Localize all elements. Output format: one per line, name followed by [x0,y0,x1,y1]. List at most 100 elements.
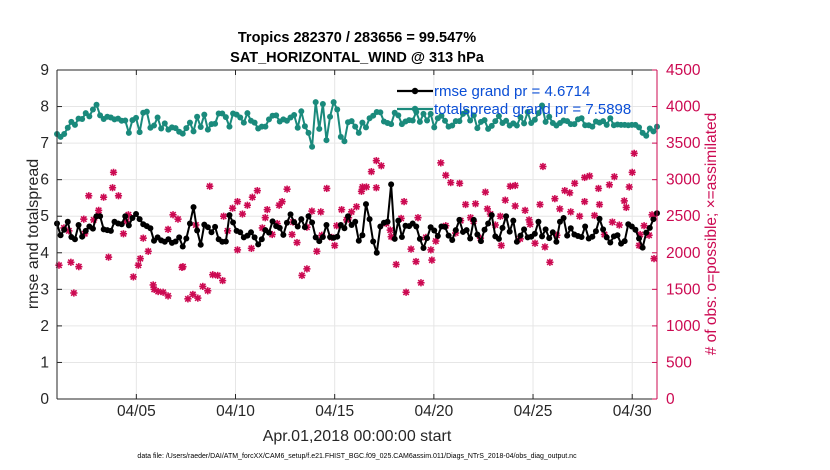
obs-marker [630,149,638,157]
obs-marker-stroke [259,224,266,232]
obs-marker-stroke [596,201,603,208]
rmse-point [82,227,89,234]
obs-marker-stroke [220,212,227,220]
totalspread-point [334,106,341,113]
totalspread-point [86,113,93,120]
obs-marker-stroke [358,188,365,195]
totalspread-point [219,110,226,117]
totalspread-point [158,125,165,132]
obs-marker-stroke [402,288,410,296]
rmse-point [513,238,520,245]
obs-marker [571,179,579,187]
obs-marker-stroke [368,168,375,175]
totalspread-point [194,113,201,120]
chart-title: Tropics 282370 / 283656 = 99.547% [238,30,476,46]
obs-marker [263,206,271,214]
rmse-point [237,229,244,236]
rmse-point [179,243,186,250]
totalspread-point [222,114,229,121]
obs-marker-stroke [611,173,618,181]
rmse-point [424,235,431,242]
rmse-point [212,223,219,230]
rmse-point [194,227,201,234]
totalspread-point [377,109,384,116]
obs-marker-stroke [206,182,213,190]
rmse-point [614,232,621,239]
obs-marker [400,198,408,206]
totalspread-point [388,121,395,128]
rmse-point [600,226,607,233]
rmse-point [607,239,614,246]
rmse-point [603,234,610,241]
obs-marker [261,214,269,222]
obs-marker-stroke [293,239,301,246]
rmse-point [373,249,380,256]
obs-marker [283,185,291,193]
x-tick-label: 04/10 [216,403,255,420]
obs-marker-stroke [130,273,137,281]
obs-marker-stroke [261,214,269,221]
obs-marker-stroke [288,231,296,238]
obs-marker [293,238,301,247]
y-right-tick-label: 4000 [666,99,701,116]
obs-marker-stroke [407,245,415,253]
rmse-point [578,234,585,241]
rmse-point [89,225,96,232]
rmse-point [251,234,258,241]
obs-markers [55,149,658,303]
obs-marker [288,230,296,239]
obs-marker [566,189,574,197]
rmse-point [298,216,305,223]
obs-marker [447,178,455,187]
y-left-tick-label: 5 [40,208,49,225]
rmse-point [639,244,646,251]
obs-marker-stroke [645,231,653,239]
rmse-point [147,225,154,232]
totalspread-point [359,119,366,126]
totalspread-point [449,122,456,129]
totalspread-point [309,143,316,150]
rmse-point [61,226,68,233]
y-left-tick-label: 1 [40,354,49,371]
obs-marker-stroke [353,203,360,210]
rmse-point [172,238,179,245]
obs-marker [392,260,400,269]
y-right-tick-label: 1500 [666,281,701,298]
totalspread-point [362,124,369,131]
obs-marker [567,208,575,216]
y-left-tick-label: 8 [40,99,49,116]
obs-marker-stroke [140,234,147,242]
obs-marker-stroke [109,184,116,191]
rmse-point [118,221,125,228]
totalspread-point [337,133,344,140]
y-right-tick-label: 0 [666,391,675,408]
obs-marker-stroke [169,211,177,219]
totalspread-point [179,130,186,137]
obs-marker [199,282,207,291]
totalspread-point [513,122,520,129]
chart-subtitle: SAT_HORIZONTAL_WIND @ 313 hPa [230,50,485,66]
obs-marker-stroke [348,208,355,216]
rmse-point [582,223,589,230]
obs-marker [55,261,63,269]
obs-marker [536,200,544,209]
obs-marker [377,162,385,170]
y-left-tick-label: 3 [40,281,49,298]
rmse-point [125,222,132,229]
obs-marker-stroke [539,163,547,170]
rmse-point [442,223,449,230]
x-tick-label: 04/20 [414,403,453,420]
obs-marker [546,258,554,266]
rmse-point [445,232,452,239]
totalspread-point [427,110,434,117]
rmse-point [305,213,312,220]
rmse-point [542,226,549,233]
obs-marker [386,226,394,234]
obs-marker-stroke [331,242,338,249]
obs-marker-stroke [110,169,117,176]
totalspread-point [488,122,495,129]
rmse-point [129,215,136,222]
obs-marker [428,256,436,264]
obs-marker-stroke [442,172,450,179]
obs-marker [497,241,505,250]
